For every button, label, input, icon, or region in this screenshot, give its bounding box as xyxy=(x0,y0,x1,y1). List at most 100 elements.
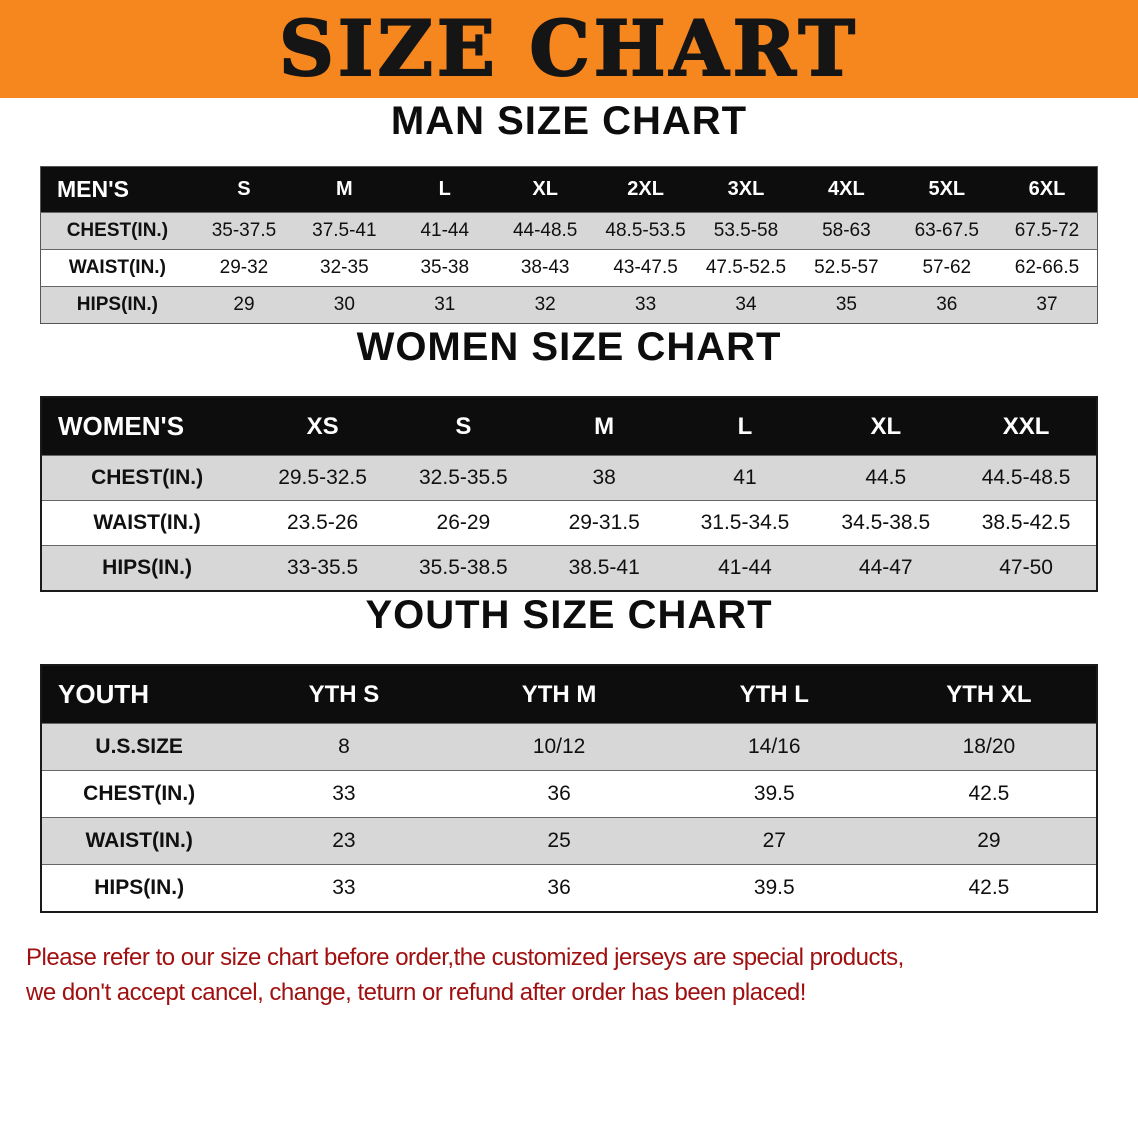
value-cell: 33 xyxy=(236,770,452,818)
row-label-cell: WAIST(IN.) xyxy=(41,500,253,546)
size-header-cell: YTH L xyxy=(666,665,882,724)
value-cell: 35 xyxy=(796,286,897,324)
value-cell: 27 xyxy=(666,817,882,865)
value-cell: 23 xyxy=(236,817,452,865)
row-label-cell: CHEST(IN.) xyxy=(41,770,237,818)
value-cell: 62-66.5 xyxy=(997,249,1098,287)
value-cell: 35-37.5 xyxy=(193,212,295,250)
value-cell: 41 xyxy=(674,455,816,501)
notice-line-2: we don't accept cancel, change, teturn o… xyxy=(26,978,806,1006)
value-cell: 29-31.5 xyxy=(533,500,675,546)
value-cell: 38.5-41 xyxy=(533,545,675,591)
value-cell: 36 xyxy=(896,286,997,324)
value-cell: 44.5-48.5 xyxy=(956,455,1097,501)
table-row: CHEST(IN.) 29.5-32.5 32.5-35.5 38 41 44.5 44.5… xyxy=(41,455,1097,501)
banner: SIZE CHART xyxy=(0,0,1138,98)
value-cell: 32-35 xyxy=(294,249,395,287)
value-cell: 44-47 xyxy=(815,545,957,591)
table-title-cell: WOMEN'S xyxy=(41,397,253,456)
value-cell: 34 xyxy=(695,286,797,324)
page-title: SIZE CHART xyxy=(278,4,859,93)
value-cell: 31.5-34.5 xyxy=(674,500,816,546)
size-header-cell: 6XL xyxy=(997,166,1098,213)
value-cell: 29-32 xyxy=(193,249,295,287)
women-section: WOMEN SIZE CHART WOMEN'S XS S M L XL XXL CHEST(… xyxy=(0,324,1138,592)
value-cell: 37.5-41 xyxy=(294,212,395,250)
youth-size-chart-heading: YOUTH SIZE CHART xyxy=(365,593,773,637)
value-cell: 32 xyxy=(494,286,596,324)
value-cell: 53.5-58 xyxy=(695,212,797,250)
value-cell: 41-44 xyxy=(674,545,816,591)
value-cell: 48.5-53.5 xyxy=(595,212,696,250)
size-header-cell: M xyxy=(533,397,675,456)
value-cell: 38 xyxy=(533,455,675,501)
table-row: WAIST(IN.) 23 25 27 29 xyxy=(41,817,1097,865)
value-cell: 18/20 xyxy=(881,723,1097,771)
value-cell: 14/16 xyxy=(666,723,882,771)
value-cell: 47-50 xyxy=(956,545,1097,591)
value-cell: 67.5-72 xyxy=(997,212,1098,250)
size-header-cell: YTH M xyxy=(451,665,667,724)
size-header-cell: XS xyxy=(252,397,393,456)
value-cell: 52.5-57 xyxy=(796,249,897,287)
table-title-cell: YOUTH xyxy=(41,665,237,724)
table-row: HIPS(IN.) 33 36 39.5 42.5 xyxy=(41,864,1097,912)
value-cell: 35-38 xyxy=(394,249,495,287)
table-row: WAIST(IN.) 23.5-26 26-29 29-31.5 31.5-34.5 34… xyxy=(41,500,1097,546)
value-cell: 31 xyxy=(394,286,495,324)
value-cell: 39.5 xyxy=(666,864,882,912)
value-cell: 29.5-32.5 xyxy=(252,455,393,501)
table-header-row: WOMEN'S XS S M L XL XXL xyxy=(41,397,1097,456)
value-cell: 44-48.5 xyxy=(494,212,596,250)
row-label-cell: CHEST(IN.) xyxy=(41,455,253,501)
value-cell: 43-47.5 xyxy=(595,249,696,287)
women-size-table: WOMEN'S XS S M L XL XXL CHEST(IN.) 29.5-32.5 32.5… xyxy=(40,396,1098,592)
men-size-table: MEN'S S M L XL 2XL 3XL 4XL 5XL 6XL CHEST(IN.) 35-37… xyxy=(40,166,1098,324)
value-cell: 8 xyxy=(236,723,452,771)
size-header-cell: L xyxy=(674,397,816,456)
row-label-cell: WAIST(IN.) xyxy=(40,249,194,287)
value-cell: 29 xyxy=(193,286,295,324)
table-header-row: YOUTH YTH S YTH M YTH L YTH XL xyxy=(41,665,1097,724)
youth-size-table: YOUTH YTH S YTH M YTH L YTH XL U.S.SIZE 8 10/12… xyxy=(40,664,1098,913)
value-cell: 23.5-26 xyxy=(252,500,393,546)
value-cell: 29 xyxy=(881,817,1097,865)
size-header-cell: XXL xyxy=(956,397,1097,456)
row-label-cell: HIPS(IN.) xyxy=(41,864,237,912)
row-label-cell: U.S.SIZE xyxy=(41,723,237,771)
size-header-cell: M xyxy=(294,166,395,213)
value-cell: 34.5-38.5 xyxy=(815,500,957,546)
size-header-cell: YTH XL xyxy=(881,665,1097,724)
value-cell: 39.5 xyxy=(666,770,882,818)
value-cell: 41-44 xyxy=(394,212,495,250)
row-label-cell: WAIST(IN.) xyxy=(41,817,237,865)
size-header-cell: 3XL xyxy=(695,166,797,213)
value-cell: 33 xyxy=(595,286,696,324)
value-cell: 30 xyxy=(294,286,395,324)
value-cell: 47.5-52.5 xyxy=(695,249,797,287)
value-cell: 25 xyxy=(451,817,667,865)
size-header-cell: S xyxy=(193,166,295,213)
footer-notice: Please refer to our size chart before or… xyxy=(0,941,1138,1011)
table-row: CHEST(IN.) 35-37.5 37.5-41 41-44 44-48.5 48.5… xyxy=(40,212,1098,250)
size-header-cell: YTH S xyxy=(236,665,452,724)
row-label-cell: HIPS(IN.) xyxy=(41,545,253,591)
value-cell: 36 xyxy=(451,864,667,912)
men-size-chart-heading: MAN SIZE CHART xyxy=(390,99,748,143)
value-cell: 37 xyxy=(997,286,1098,324)
value-cell: 33-35.5 xyxy=(252,545,393,591)
table-row: CHEST(IN.) 33 36 39.5 42.5 xyxy=(41,770,1097,818)
women-size-chart-heading: WOMEN SIZE CHART xyxy=(356,325,782,369)
youth-section: YOUTH SIZE CHART YOUTH YTH S YTH M YTH L YTH… xyxy=(0,592,1138,913)
table-header-row: MEN'S S M L XL 2XL 3XL 4XL 5XL 6XL xyxy=(40,166,1098,213)
table-row: WAIST(IN.) 29-32 32-35 35-38 38-43 43-47.5 47.… xyxy=(40,249,1098,287)
value-cell: 35.5-38.5 xyxy=(392,545,534,591)
table-row: HIPS(IN.) 29 30 31 32 33 34 35 36 37 xyxy=(40,286,1098,324)
value-cell: 63-67.5 xyxy=(896,212,997,250)
value-cell: 44.5 xyxy=(815,455,957,501)
size-header-cell: 5XL xyxy=(896,166,997,213)
row-label-cell: CHEST(IN.) xyxy=(40,212,194,250)
value-cell: 58-63 xyxy=(796,212,897,250)
size-header-cell: 4XL xyxy=(796,166,897,213)
